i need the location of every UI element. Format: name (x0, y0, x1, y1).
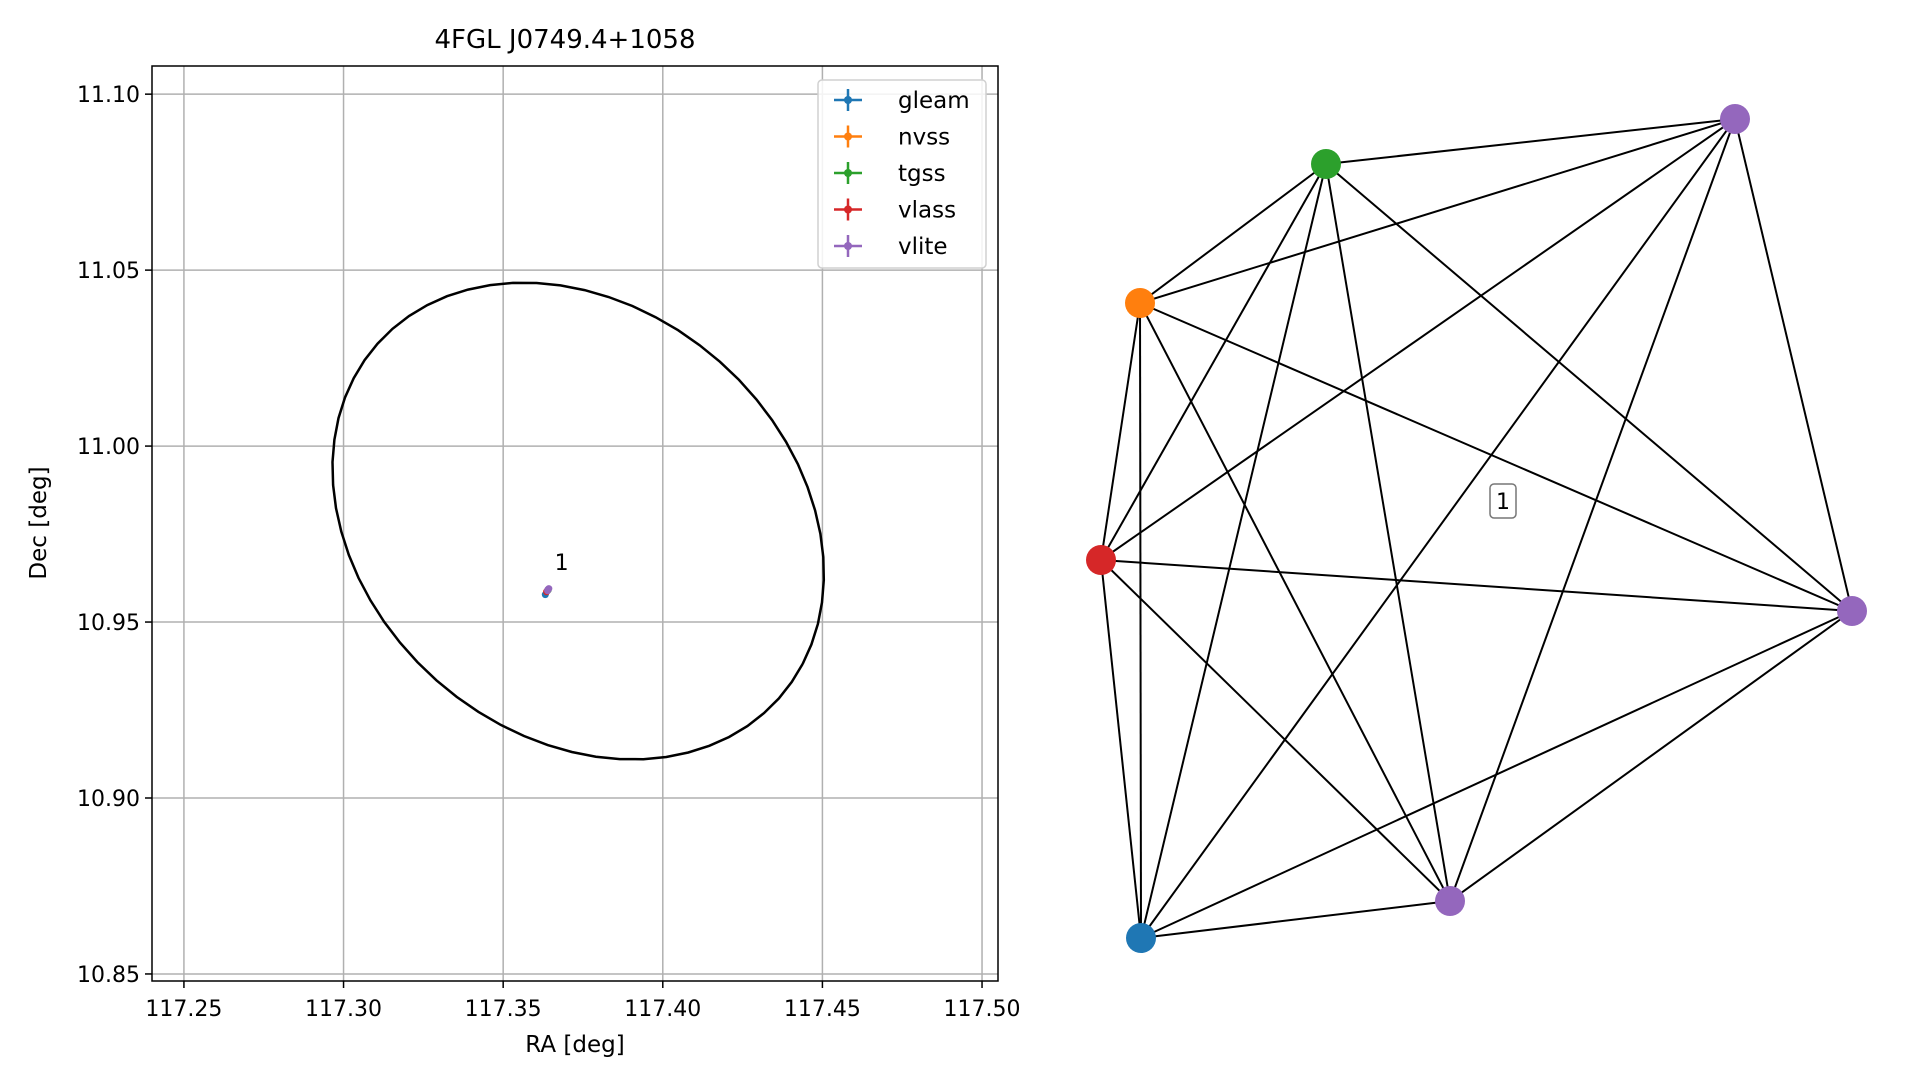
graph-edge (1100, 559, 1142, 939)
graph-label: 1 (1489, 483, 1517, 519)
x-tick-label: 117.25 (145, 997, 222, 1022)
y-tick-label: 10.90 (77, 787, 140, 812)
graph-edge (1100, 118, 1736, 561)
legend: gleam nvss tgss vlass vlite (817, 79, 987, 269)
legend-label: vlass (898, 198, 956, 224)
graph-node-vlite_a (1720, 104, 1750, 134)
legend-entry-tgss: tgss (834, 161, 946, 187)
x-axis-label: RA [deg] (525, 1032, 624, 1058)
x-tick-label: 117.30 (305, 997, 382, 1022)
graph-edge (1140, 900, 1451, 939)
graph-edge (1140, 610, 1853, 939)
graph-edge (1325, 118, 1736, 165)
graph-node-tgss (1311, 149, 1341, 179)
legend-marker-dot (844, 205, 852, 214)
y-axis-label: Dec [deg] (26, 466, 52, 579)
graph-edge (1139, 118, 1736, 304)
graph-edge (1449, 118, 1736, 902)
graph-edge (1139, 163, 1327, 304)
y-tick-label: 11.05 (77, 259, 140, 284)
point-annotation: 1 (555, 551, 569, 576)
graph-edge (1139, 302, 1853, 612)
network-graph: 1 (1086, 104, 1867, 953)
graph-node-gleam (1126, 923, 1156, 953)
plot-frame (151, 65, 999, 982)
legend-label: gleam (898, 88, 970, 114)
legend-label: tgss (898, 161, 946, 187)
graph-edges-layer (1100, 118, 1853, 939)
graph-edge (1325, 163, 1451, 902)
x-tick-label: 117.40 (624, 997, 701, 1022)
legend-marker-dot (844, 96, 852, 104)
chart-title: 4FGL J0749.4+1058 (435, 25, 696, 55)
graph-edge (1140, 118, 1736, 939)
graph-edge (1100, 559, 1451, 902)
legend-entry-gleam: gleam (834, 88, 970, 114)
graph-edge (1140, 163, 1327, 939)
uncertainty-ellipse (331, 281, 826, 761)
graph-node-vlass (1086, 545, 1116, 575)
axis-ticks-layer: 117.25 117.30 117.35 117.40 117.45 117.50 10.8… (77, 83, 1021, 1022)
scatter-chart: 4FGL J0749.4+1058 1 117.25 117.30 117.35 11… (26, 25, 1021, 1058)
legend-marker-dot (844, 242, 852, 250)
graph-nodes-layer (1086, 104, 1867, 953)
data-points-layer (541, 585, 553, 599)
legend-entry-nvss: nvss (834, 125, 950, 151)
graph-edge (1100, 559, 1853, 612)
x-tick-label: 117.35 (465, 997, 542, 1022)
graph-edge (1100, 302, 1141, 561)
legend-entry-vlass: vlass (834, 198, 956, 224)
legend-entry-vlite: vlite (834, 234, 948, 260)
graph-edge (1449, 610, 1853, 902)
graph-node-vlite_c (1435, 886, 1465, 916)
graph-edge (1139, 302, 1142, 939)
graph-label-box (1489, 483, 1517, 519)
localization-ellipse-layer (331, 281, 826, 761)
x-tick-label: 117.45 (784, 997, 861, 1022)
graph-edge (1734, 118, 1853, 612)
graph-node-vlite_b (1837, 596, 1867, 626)
graph-edge (1139, 302, 1451, 902)
graph-edge (1325, 163, 1853, 612)
legend-marker-dot (844, 132, 852, 141)
data-point-vlite (544, 587, 552, 595)
y-tick-label: 10.85 (77, 963, 140, 988)
y-tick-label: 10.95 (77, 611, 140, 636)
graph-node-nvss (1125, 288, 1155, 318)
legend-marker-dot (844, 169, 852, 177)
annotation-layer: 1 (555, 551, 569, 576)
graph-label-text: 1 (1496, 490, 1510, 515)
graph-edge (1100, 163, 1327, 561)
legend-box (817, 79, 987, 269)
y-tick-label: 11.10 (77, 83, 140, 108)
legend-label: nvss (898, 125, 950, 151)
legend-label: vlite (898, 234, 948, 260)
y-tick-label: 11.00 (77, 435, 140, 460)
x-tick-label: 117.50 (944, 997, 1021, 1022)
